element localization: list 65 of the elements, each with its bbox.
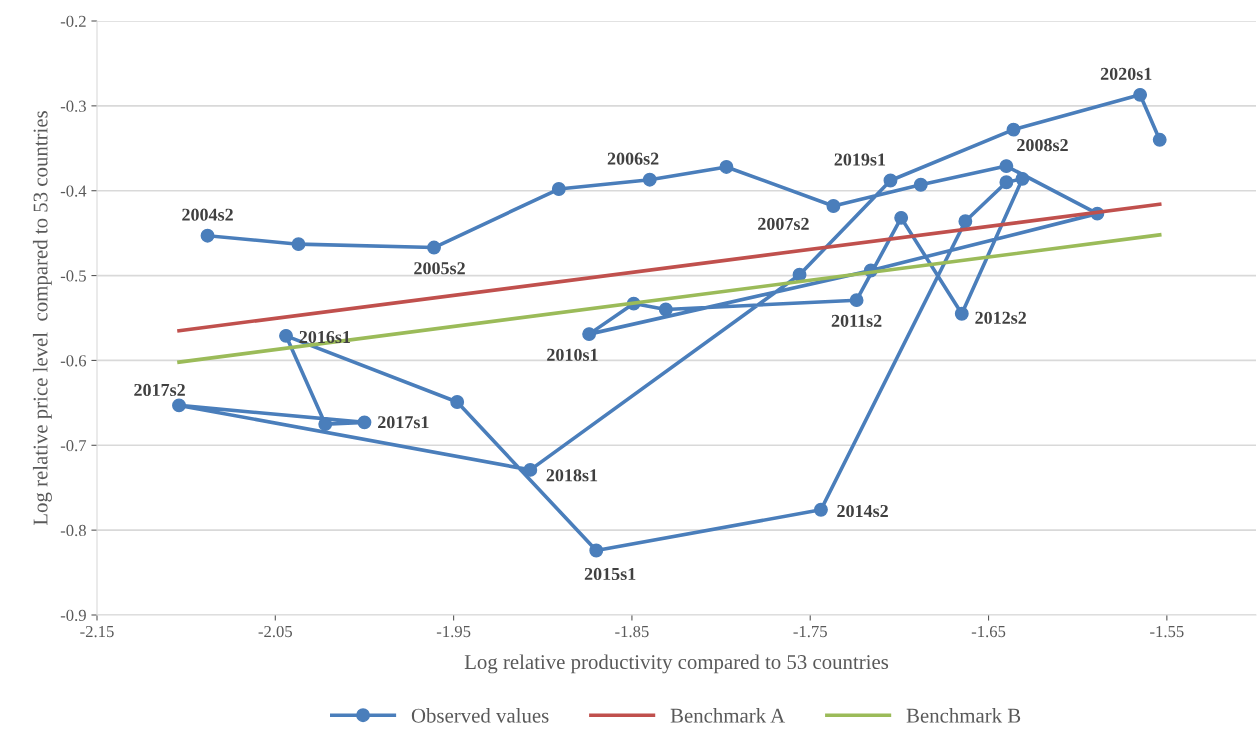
point [883, 173, 898, 188]
annotation: 2020s1 [1100, 67, 1152, 80]
point [813, 502, 828, 517]
point [318, 417, 333, 432]
x-tick-label: -2.15 [80, 625, 114, 638]
x-tick-label: -2.05 [258, 625, 293, 638]
annotation: 2015s1 [584, 567, 636, 581]
point [357, 415, 372, 430]
legend-label: Benchmark A [670, 708, 786, 723]
annotation: 2008s2 [1017, 139, 1068, 152]
point [894, 210, 909, 225]
point [642, 172, 657, 187]
y-tick-label: -0.2 [60, 15, 86, 28]
y-tick-label: -0.8 [60, 524, 86, 537]
annotation: 2011s2 [831, 314, 882, 327]
point [958, 214, 973, 229]
x-tick-label: -1.75 [793, 625, 827, 638]
legend-label: Benchmark B [906, 708, 1021, 723]
annotation: 2010s1 [547, 348, 598, 361]
x-tick-label: -1.95 [436, 625, 471, 638]
point [551, 182, 566, 196]
point [582, 327, 597, 342]
annotation: 2006s2 [607, 152, 659, 165]
point [200, 228, 215, 243]
y-axis-title: Log relative price level compared to 53 countries [32, 111, 52, 526]
point [1015, 171, 1030, 186]
point [849, 293, 864, 308]
point [291, 237, 306, 252]
y-tick-label: -0.9 [60, 609, 86, 622]
point [826, 199, 841, 213]
point [954, 306, 969, 321]
annotation: 2016s1 [299, 330, 351, 344]
annotation: 2017s2 [134, 383, 185, 397]
y-tick-label: -0.3 [60, 100, 86, 112]
point [1133, 87, 1148, 102]
y-tick-label: -0.5 [60, 270, 86, 282]
point [1006, 122, 1021, 137]
point [999, 175, 1014, 190]
y-tick-label: -0.4 [60, 185, 87, 197]
point [172, 398, 186, 413]
annotation: 2012s2 [975, 311, 1026, 324]
annotation: 2014s2 [837, 504, 888, 518]
point [999, 159, 1014, 174]
x-tick-label: -1.55 [1150, 625, 1184, 638]
point [450, 395, 465, 409]
point [913, 177, 928, 192]
annotation: 2005s2 [414, 262, 465, 275]
x-axis-title: Log relative productivity compared to 53 countries [464, 654, 889, 674]
point [658, 302, 673, 317]
annotation: 2004s2 [182, 208, 233, 221]
annotation: 2019s1 [834, 153, 886, 166]
y-tick-label: -0.6 [60, 355, 87, 367]
x-tick-label: -1.65 [971, 625, 1006, 638]
y-tick-label: -0.7 [60, 439, 87, 452]
x-tick-label: -1.85 [615, 625, 649, 638]
legend-label: Observed values [411, 708, 549, 723]
point [719, 160, 734, 174]
point [427, 240, 441, 255]
point [523, 462, 538, 477]
point [589, 543, 604, 558]
annotation: 2017s1 [378, 416, 429, 429]
annotation: 2007s2 [758, 217, 809, 230]
annotation: 2018s1 [546, 469, 598, 482]
point [1152, 132, 1167, 147]
point [279, 328, 293, 343]
